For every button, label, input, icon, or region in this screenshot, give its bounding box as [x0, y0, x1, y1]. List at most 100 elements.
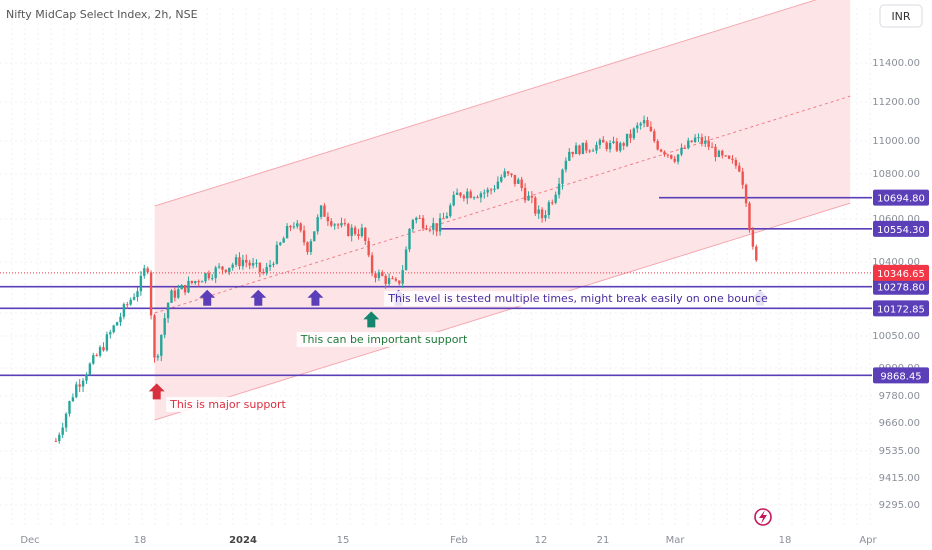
candle-body: [649, 126, 653, 132]
candle-body: [517, 179, 520, 184]
candle-body: [313, 231, 316, 242]
candle-body: [432, 223, 435, 230]
candle-body: [95, 355, 98, 357]
y-tick-label: 11200.00: [872, 97, 920, 108]
candle-body: [530, 195, 534, 198]
y-tick-label: 10400.00: [872, 257, 920, 268]
candle-body: [248, 262, 251, 266]
candle-body: [666, 154, 670, 156]
candle-body: [619, 143, 622, 151]
candle-body: [534, 197, 537, 214]
candle-body: [357, 234, 360, 237]
candle-body: [714, 146, 717, 157]
candle-body: [466, 191, 469, 199]
candle-body: [680, 147, 683, 155]
candle-body: [296, 223, 299, 227]
candle-body: [360, 227, 364, 237]
candle-body: [183, 285, 187, 293]
candle-body: [122, 304, 126, 317]
candle-body: [231, 264, 234, 268]
candle-body: [527, 195, 530, 201]
candle-body: [748, 203, 751, 231]
candle-body: [670, 154, 673, 159]
y-tick-label: 10050.00: [872, 331, 920, 342]
price-series: [54, 115, 758, 444]
candle-body: [139, 275, 143, 292]
candle-body: [581, 142, 585, 155]
x-tick-label: Apr: [859, 535, 877, 546]
purple-up-arrow-icon: [199, 289, 216, 306]
currency-button[interactable]: INR: [879, 4, 923, 28]
purple-up-arrow-icon: [307, 289, 324, 306]
candle-body: [245, 259, 248, 263]
lightning-badge-icon[interactable]: [754, 508, 772, 526]
candle-body: [197, 281, 200, 283]
candle-body: [398, 280, 401, 284]
candle-body: [741, 171, 744, 185]
price-tags: 10694.80 10554.30 10278.80 10172.85 9868.45 1…: [873, 189, 929, 384]
candle-body: [636, 125, 639, 129]
candle-body: [391, 278, 394, 280]
level-price-tag: 10554.30: [873, 220, 929, 237]
candle-body: [554, 194, 557, 203]
candle-body: [724, 155, 727, 157]
candle-body: [71, 397, 75, 402]
candle-body: [282, 238, 285, 243]
candle-body: [537, 209, 540, 214]
candle-body: [146, 268, 149, 273]
candle-body: [459, 192, 462, 196]
x-tick-label: Feb: [450, 535, 468, 546]
channel-band: [154, 0, 851, 420]
candle-body: [510, 173, 513, 175]
candle-body: [265, 267, 268, 273]
candle-body: [629, 133, 632, 139]
candle-body: [551, 202, 554, 204]
candle-body: [445, 216, 449, 219]
candle-body: [132, 297, 136, 300]
candle-body: [160, 334, 163, 356]
candle-body: [64, 413, 68, 428]
candle-body: [721, 150, 724, 156]
candle-body: [755, 246, 758, 261]
candle-body: [683, 147, 687, 149]
candle-body: [544, 214, 547, 219]
candle-body: [156, 355, 160, 358]
candle-body: [367, 241, 370, 256]
candle-body: [241, 259, 245, 267]
y-tick-label: 10800.00: [872, 169, 920, 180]
candle-body: [275, 244, 279, 264]
candle-body: [200, 281, 204, 283]
candle-body: [676, 154, 680, 162]
candle-body: [353, 227, 357, 235]
candle-body: [105, 334, 109, 351]
level-price-tag: 10278.80: [873, 278, 929, 295]
y-tick-label: 9660.00: [879, 418, 920, 429]
candle-body: [547, 202, 551, 215]
candle-body: [299, 223, 302, 231]
candle-body: [119, 316, 122, 323]
candle-body: [340, 223, 343, 226]
candle-body: [112, 325, 115, 333]
candle-body: [489, 189, 493, 191]
annotation-background: [166, 397, 290, 412]
candle-body: [602, 139, 605, 143]
candle-body: [639, 123, 642, 126]
y-tick-label: 9780.00: [879, 391, 920, 402]
time-axis[interactable]: Dec 18 2024 15 Feb 12 21 Mar 18 Apr: [20, 535, 877, 546]
candle-body: [404, 249, 408, 271]
candle-body: [170, 290, 173, 303]
candle-body: [578, 145, 581, 155]
candle-body: [513, 174, 517, 184]
candle-body: [336, 224, 340, 226]
candle-body: [503, 171, 506, 178]
candle-body: [149, 272, 153, 316]
green-up-arrow-icon: [363, 311, 380, 328]
candle-body: [598, 139, 602, 145]
candle-body: [442, 218, 445, 220]
candle-body: [211, 278, 214, 280]
candle-body: [333, 224, 336, 226]
candle-body: [98, 347, 102, 356]
x-tick-label: 18: [134, 535, 147, 546]
candle-body: [625, 133, 629, 146]
